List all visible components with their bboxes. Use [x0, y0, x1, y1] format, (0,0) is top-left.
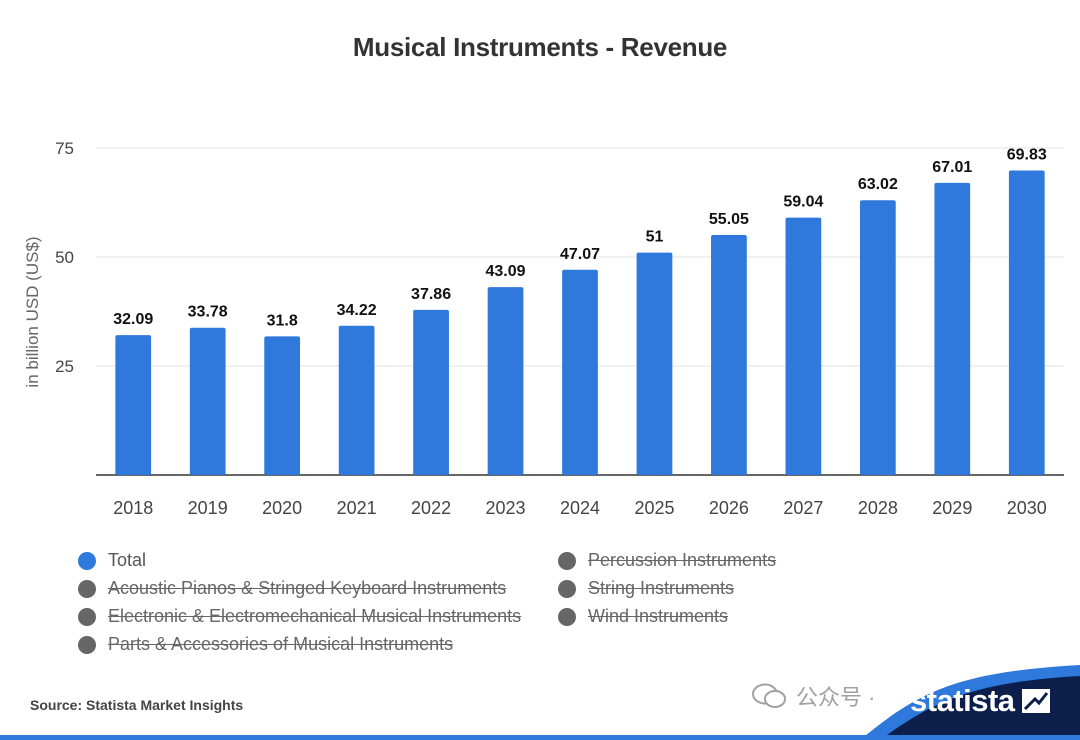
bar-2023[interactable] — [487, 287, 524, 475]
x-tick-label: 2025 — [634, 498, 674, 518]
chart-title: Musical Instruments - Revenue — [352, 32, 728, 62]
legend-item[interactable]: Total — [78, 550, 146, 571]
data-label: 33.78 — [188, 304, 228, 321]
y-tick-label: 75 — [55, 139, 74, 158]
legend-label: Parts & Accessories of Musical Instrumen… — [108, 634, 454, 654]
statista-mark-icon — [1021, 689, 1050, 713]
data-label: 37.86 — [411, 286, 451, 303]
legend-label: Electronic & Electromechanical Musical I… — [108, 606, 522, 626]
data-label: 55.05 — [709, 211, 749, 228]
data-label: 63.02 — [858, 176, 898, 193]
legend-item[interactable]: Electronic & Electromechanical Musical I… — [78, 606, 521, 627]
x-tick-label: 2030 — [1007, 498, 1047, 518]
legend-dot-icon — [78, 635, 96, 654]
bar-2028[interactable] — [859, 200, 896, 476]
x-tick-label: 2029 — [932, 498, 972, 518]
x-tick-label: 2022 — [411, 498, 451, 518]
bar-2027[interactable] — [785, 217, 822, 475]
legend-dot-icon — [558, 579, 576, 598]
legend-item[interactable]: String Instruments — [558, 578, 734, 599]
data-label: 67.01 — [932, 159, 972, 176]
x-tick-label: 2024 — [560, 498, 600, 518]
x-tick-label: 2021 — [337, 498, 377, 518]
bar-2024[interactable] — [562, 269, 598, 475]
data-label: 47.07 — [560, 246, 600, 263]
data-label: 34.22 — [337, 302, 377, 319]
y-tick-label: 25 — [55, 357, 74, 376]
x-tick-label: 2020 — [262, 498, 302, 518]
bar-2020[interactable] — [264, 336, 301, 475]
chat-bubble-icon — [752, 683, 786, 708]
legend-label: Percussion Instruments — [588, 550, 777, 570]
watermark-text: 公众号 · — [796, 685, 876, 710]
legend-label: Acoustic Pianos & Stringed Keyboard Inst… — [108, 578, 507, 598]
bar-chart: 25 50 75 2018 2019 2020 2021 2022 2023 2024 2025 20… — [23, 139, 1064, 518]
legend-item[interactable]: Percussion Instruments — [558, 550, 776, 571]
axes: 25 50 75 2018 2019 2020 2021 2022 2023 2024 2025 20… — [55, 139, 1064, 518]
legend-item[interactable]: Wind Instruments — [558, 606, 728, 627]
x-tick-label: 2018 — [113, 498, 153, 518]
bar-2025[interactable] — [636, 252, 673, 475]
y-tick-label: 50 — [55, 248, 74, 267]
bar-2030[interactable] — [1008, 170, 1045, 475]
bar-2022[interactable] — [413, 309, 449, 475]
source-note: Source: Statista Market Insights — [30, 697, 244, 713]
data-label: 59.04 — [783, 194, 823, 211]
legend-item[interactable]: Acoustic Pianos & Stringed Keyboard Inst… — [78, 578, 506, 599]
brand-name: statista — [910, 683, 1015, 718]
data-labels: 32.09 33.78 31.8 34.22 37.86 43.09 47.07 51 55.0… — [113, 147, 1047, 330]
data-label: 31.8 — [267, 312, 298, 329]
bar-2019[interactable] — [189, 327, 226, 475]
legend-dot-icon — [78, 607, 96, 626]
data-label: 32.09 — [113, 311, 153, 328]
y-axis-label: in billion USD (US$) — [23, 236, 42, 387]
x-tick-label: 2027 — [783, 498, 823, 518]
legend-label: Total — [108, 550, 147, 570]
legend-item[interactable]: Parts & Accessories of Musical Instrumen… — [78, 634, 453, 655]
legend-dot-icon — [558, 607, 576, 626]
watermark: 公众号 · — [752, 680, 875, 712]
x-tick-label: 2028 — [858, 498, 898, 518]
x-tick-label: 2026 — [709, 498, 749, 518]
data-label: 43.09 — [486, 263, 526, 280]
legend-dot-icon — [78, 551, 96, 570]
x-tick-label: 2019 — [188, 498, 228, 518]
x-tick-label: 2023 — [486, 498, 526, 518]
legend-dot-icon — [558, 551, 576, 570]
bars — [115, 170, 1045, 476]
legend-dot-icon — [78, 579, 96, 598]
bar-2029[interactable] — [934, 182, 971, 475]
bar-2026[interactable] — [711, 234, 747, 475]
bar-2018[interactable] — [115, 335, 152, 475]
statista-logo: statista — [910, 683, 1051, 719]
legend-label: Wind Instruments — [588, 606, 729, 626]
bar-2021[interactable] — [338, 325, 375, 475]
data-label: 51 — [646, 229, 664, 246]
legend-label: String Instruments — [588, 578, 735, 598]
data-label: 69.83 — [1007, 147, 1047, 164]
